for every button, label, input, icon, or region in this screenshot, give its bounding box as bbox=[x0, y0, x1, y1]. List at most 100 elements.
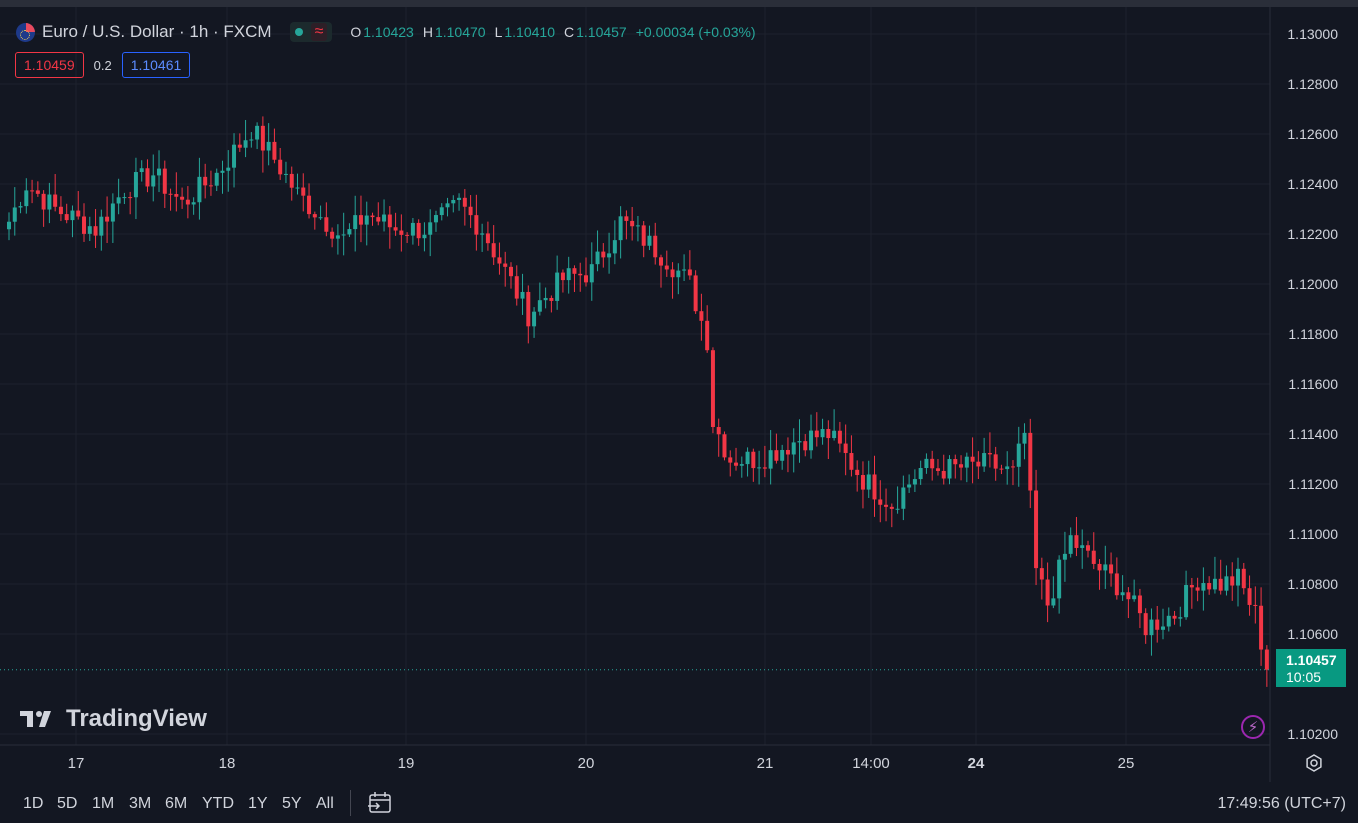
candle-body bbox=[866, 474, 871, 490]
candle-body bbox=[503, 263, 508, 267]
candle-body bbox=[722, 434, 727, 458]
chart-grid bbox=[0, 7, 1270, 745]
candle-body bbox=[76, 210, 81, 217]
candle-body bbox=[1120, 592, 1125, 596]
candle-body bbox=[480, 233, 485, 235]
candle-body bbox=[918, 468, 923, 480]
lightning-icon[interactable]: ⚡ bbox=[1241, 715, 1265, 739]
candle-body bbox=[1109, 564, 1114, 574]
candle-body bbox=[99, 216, 104, 236]
candle-body bbox=[901, 487, 906, 509]
candle-body bbox=[774, 450, 779, 461]
candle-body bbox=[485, 233, 490, 244]
candle-body bbox=[855, 469, 860, 476]
candle-body bbox=[589, 264, 594, 283]
candle-body bbox=[278, 159, 283, 175]
range-5y-button[interactable]: 5Y bbox=[282, 795, 302, 812]
candle-body bbox=[820, 429, 825, 438]
candle-body bbox=[1264, 649, 1269, 670]
candle-body bbox=[174, 194, 179, 197]
candle-body bbox=[185, 199, 190, 205]
range-ytd-button[interactable]: YTD bbox=[202, 795, 234, 812]
candle-body bbox=[139, 168, 144, 173]
candle-body bbox=[670, 269, 675, 278]
candle-body bbox=[41, 193, 46, 210]
candle-body bbox=[832, 430, 837, 439]
candle-body bbox=[612, 240, 617, 254]
candle-body bbox=[560, 272, 565, 281]
candle-body bbox=[682, 269, 687, 271]
candle-body bbox=[762, 467, 767, 469]
timezone-clock[interactable]: 17:49:56 (UTC+7) bbox=[1217, 795, 1346, 812]
toolbar-divider bbox=[350, 790, 351, 816]
candle-body bbox=[1201, 583, 1206, 591]
candle-body bbox=[526, 291, 531, 327]
candle-body bbox=[82, 216, 87, 234]
candle-body bbox=[814, 430, 819, 438]
settings-gear-icon[interactable] bbox=[1304, 753, 1324, 773]
candle-body bbox=[1028, 432, 1033, 491]
price-tick-label: 1.11200 bbox=[1288, 476, 1338, 492]
market-status[interactable]: ≈ bbox=[289, 22, 333, 42]
candle-body bbox=[260, 125, 265, 151]
price-chart[interactable]: 1.13000 1.12800 1.12600 1.12400 1.12200 1.120… bbox=[0, 7, 1358, 782]
candle-body bbox=[785, 449, 790, 455]
time-tick-label: 24 bbox=[968, 755, 985, 772]
candle-body bbox=[520, 291, 525, 299]
candle-body bbox=[976, 461, 981, 467]
ohlc-value: 1.10457 bbox=[576, 24, 627, 40]
candle-body bbox=[705, 320, 710, 351]
ohlc-label: C bbox=[563, 24, 575, 40]
candle-body bbox=[797, 441, 802, 443]
candle-body bbox=[878, 499, 883, 505]
candle-body bbox=[1016, 443, 1021, 467]
candle-body bbox=[1224, 576, 1229, 591]
candle-body bbox=[1212, 578, 1217, 590]
candle-body bbox=[907, 484, 912, 488]
time-tick-label: 25 bbox=[1118, 755, 1135, 772]
candle-body bbox=[197, 176, 202, 203]
candle-body bbox=[653, 235, 658, 258]
range-6m-button[interactable]: 6M bbox=[165, 795, 188, 812]
range-1d-button[interactable]: 1D bbox=[23, 795, 44, 812]
candle-body bbox=[18, 206, 23, 208]
range-3m-button[interactable]: 3M bbox=[129, 795, 152, 812]
candle-body bbox=[601, 251, 606, 258]
candle-body bbox=[491, 243, 496, 258]
candle-body bbox=[330, 231, 335, 239]
candle-body bbox=[1022, 432, 1027, 444]
top-border bbox=[0, 0, 1358, 7]
candle-body bbox=[537, 300, 542, 312]
candle-body bbox=[35, 190, 40, 194]
candle-body bbox=[970, 456, 975, 462]
candle-body bbox=[514, 276, 519, 299]
candle-body bbox=[243, 140, 248, 148]
candle-body bbox=[768, 450, 773, 469]
candle-body bbox=[739, 464, 744, 466]
wave-icon: ≈ bbox=[310, 23, 328, 41]
candle-body bbox=[912, 479, 917, 485]
price-tick-label: 1.12200 bbox=[1287, 226, 1338, 242]
candle-body bbox=[405, 234, 410, 236]
spread-value: 0.2 bbox=[93, 57, 112, 73]
range-all-button[interactable]: All bbox=[316, 795, 334, 812]
buy-price-button[interactable]: 1.10461 bbox=[121, 52, 191, 78]
candle-body bbox=[168, 193, 173, 195]
time-axis: 17 18 19 20 21 14:00 24 25 bbox=[68, 755, 1135, 772]
candle-body bbox=[1091, 550, 1096, 564]
range-1y-button[interactable]: 1Y bbox=[248, 795, 268, 812]
candle-body bbox=[1114, 573, 1119, 596]
candles bbox=[7, 116, 1269, 687]
candle-body bbox=[157, 168, 162, 176]
candle-body bbox=[1080, 545, 1085, 548]
price-tick-label: 1.11800 bbox=[1288, 326, 1338, 342]
sell-price-button[interactable]: 1.10459 bbox=[15, 52, 84, 78]
range-5d-button[interactable]: 5D bbox=[57, 795, 78, 812]
range-1m-button[interactable]: 1M bbox=[92, 795, 115, 812]
candle-body bbox=[924, 458, 929, 469]
candle-body bbox=[1097, 563, 1102, 571]
price-axis: 1.13000 1.12800 1.12600 1.12400 1.12200 1.120… bbox=[1287, 26, 1338, 742]
candle-body bbox=[508, 266, 513, 277]
symbol-title[interactable]: Euro / U.S. Dollar · 1h · FXCM bbox=[42, 22, 272, 41]
calendar-goto-icon[interactable] bbox=[367, 791, 393, 815]
